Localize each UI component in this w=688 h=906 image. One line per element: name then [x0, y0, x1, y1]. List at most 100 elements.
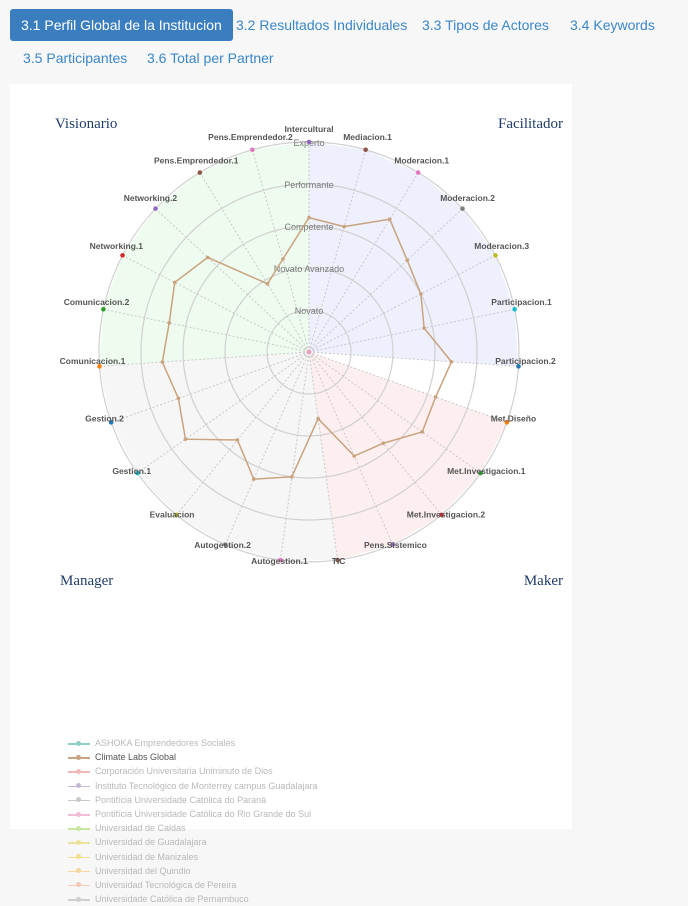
legend-item[interactable]: Universidad Tecnológica de Pereira — [68, 878, 317, 892]
tab-participantes[interactable]: 3.5 Participantes — [23, 50, 128, 66]
legend-swatch — [68, 823, 90, 833]
axis-spoke — [137, 351, 310, 474]
level-label: Novato — [295, 306, 324, 316]
series-point — [422, 326, 426, 330]
quadrant-title: Facilitador — [498, 116, 563, 132]
legend-item[interactable]: Instituto Tecnológico de Monterrey campu… — [68, 779, 317, 793]
legend-label: Universidad de Caldas — [95, 823, 186, 834]
legend-label: Universidad de Guadalajara — [95, 837, 207, 848]
tab-resultados-individuales[interactable]: 3.2 Resultados Individuales — [236, 17, 408, 33]
legend-label: Instituto Tecnológico de Monterrey campu… — [95, 780, 318, 791]
chart-card: Novato Novato Avanzado Competente Performan… — [10, 84, 572, 904]
series-point — [205, 255, 210, 260]
series-point — [167, 321, 171, 325]
series-line — [161, 216, 453, 480]
axis-label: TIC — [332, 556, 346, 566]
chart-legend: ASHOKA Emprendedores Sociales Climate Lab… — [68, 736, 317, 906]
axis-label: Evaluacion — [150, 509, 195, 519]
legend-swatch — [68, 766, 90, 776]
axis-marker — [504, 420, 510, 425]
legend-label: Pontifícia Universidade Católica do Para… — [95, 794, 267, 805]
axis-label: Moderacion.3 — [474, 241, 529, 251]
axis-label: Networking.1 — [90, 241, 144, 251]
series-point — [405, 258, 410, 263]
axis-spoke — [308, 351, 481, 474]
series-point — [381, 441, 386, 446]
axis-marker — [478, 470, 483, 476]
legend-item[interactable]: Pontifícia Universidade Católica do Para… — [68, 793, 317, 807]
axis-label: Participacion.2 — [495, 356, 556, 366]
axis-marker — [278, 557, 283, 563]
axis-label: Autogestion.2 — [194, 540, 251, 550]
axis-spoke — [308, 254, 496, 353]
legend-swatch — [68, 894, 90, 904]
maker-sector — [309, 352, 507, 561]
tab-tipos-de-actores[interactable]: 3.3 Tipos de Actores — [422, 17, 549, 33]
axis-spoke — [176, 351, 310, 516]
axis-label: Moderacion.1 — [394, 156, 449, 166]
axis-label: Pens.Emprendedor.1 — [154, 156, 239, 166]
series-point — [419, 292, 423, 296]
tab-perfil-global[interactable]: 3.1 Perfil Global de la Institucion — [10, 9, 233, 41]
center-marker — [306, 349, 312, 355]
series-point — [352, 454, 356, 458]
legend-item[interactable]: Universidad de Guadalajara — [68, 835, 317, 849]
series-point — [281, 257, 285, 261]
series-point — [433, 395, 438, 399]
legend-item[interactable]: Pontifícia Universidade Católica do Rio … — [68, 807, 317, 821]
axis-label: Gestion.2 — [85, 414, 124, 424]
axis-label: Comunicacion.2 — [64, 297, 130, 307]
axis-marker — [390, 542, 395, 547]
facilitador-sector — [309, 142, 519, 367]
axis-label: Networking.2 — [124, 193, 178, 203]
axis-marker — [335, 557, 340, 563]
quadrant-title: Visionario — [55, 116, 117, 132]
axis-spoke — [308, 208, 463, 353]
axis-label: Mediacion.1 — [343, 132, 392, 142]
axis-label: Gestion.1 — [112, 466, 151, 476]
legend-item[interactable]: Corporación Universitaria Uniminuto de D… — [68, 764, 317, 778]
legend-swatch — [68, 809, 90, 819]
axis-spoke — [308, 172, 419, 353]
series-point — [235, 438, 240, 442]
axis-marker — [197, 170, 203, 175]
axis-marker — [108, 420, 114, 425]
series-point — [265, 282, 270, 286]
legend-label: Universidad del Quindio — [95, 865, 191, 876]
axis-label: Intercultural — [284, 124, 333, 134]
legend-swatch — [68, 752, 90, 762]
legend-label: Corporación Universitaria Uniminuto de D… — [95, 766, 273, 777]
axis-marker — [415, 170, 421, 175]
axis-label: Met.Investigacion.1 — [447, 466, 526, 476]
legend-item[interactable]: Universidad del Quindio — [68, 864, 317, 878]
axis-marker — [250, 147, 255, 153]
axis-label: Autogestion.1 — [251, 556, 308, 566]
legend-item[interactable]: Climate Labs Global — [68, 750, 317, 764]
axis-marker — [363, 147, 368, 153]
manager-sector — [99, 352, 338, 561]
series-point — [172, 280, 177, 285]
axis-spoke — [155, 208, 310, 353]
axis-spoke — [251, 149, 310, 353]
axis-label: Moderacion.2 — [440, 193, 495, 203]
axis-marker — [153, 206, 158, 211]
legend-item[interactable]: ASHOKA Emprendedores Sociales — [68, 736, 317, 750]
axis-spoke — [308, 351, 339, 561]
legend-item[interactable]: Universidad de Caldas — [68, 821, 317, 835]
series-point — [342, 224, 346, 229]
axis-spoke — [99, 351, 310, 367]
axis-marker — [516, 364, 521, 369]
axis-spoke — [308, 149, 367, 353]
axis-marker — [512, 306, 517, 312]
tab-keywords[interactable]: 3.4 Keywords — [570, 17, 655, 33]
axis-spoke — [122, 254, 310, 353]
legend-swatch — [68, 837, 90, 847]
axis-marker — [223, 542, 228, 547]
tab-total-per-partner[interactable]: 3.6 Total per Partner — [147, 50, 274, 66]
axis-spoke — [279, 351, 310, 561]
legend-swatch — [68, 866, 90, 876]
axis-marker — [135, 470, 140, 476]
series-point — [160, 360, 165, 364]
legend-item[interactable]: Universidade Católica de Pernambuco — [68, 892, 317, 906]
legend-item[interactable]: Universidad de Manizales — [68, 850, 317, 864]
